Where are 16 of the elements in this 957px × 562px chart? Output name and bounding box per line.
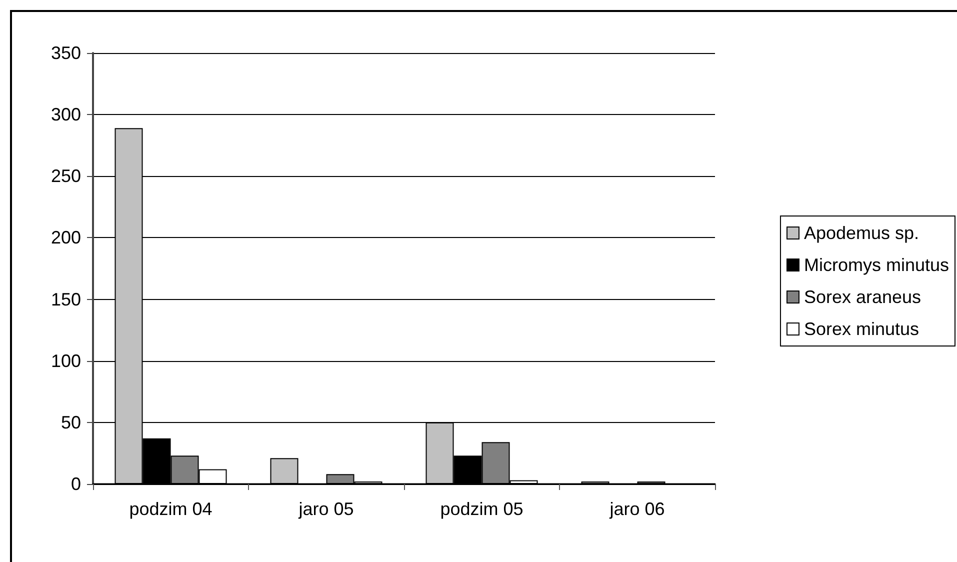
x-tick-label: podzim 05 [440, 499, 524, 519]
y-tick-label: 150 [50, 289, 81, 310]
x-tick-label: jaro 05 [298, 499, 354, 519]
legend-label: Apodemus sp. [804, 223, 920, 243]
y-tick-label: 50 [60, 412, 81, 432]
legend-label: Sorex araneus [804, 287, 922, 307]
y-tick-label: 0 [70, 474, 81, 494]
x-tick-label: jaro 06 [608, 499, 665, 519]
y-tick-label: 250 [50, 166, 81, 186]
y-tick-label: 300 [50, 104, 81, 125]
y-tick-label: 200 [50, 228, 81, 248]
x-tick-label: podzim 04 [129, 499, 212, 519]
legend-label: Micromys minutus [804, 255, 950, 275]
y-tick-label: 100 [50, 350, 81, 371]
y-tick-label: 350 [50, 43, 81, 63]
legend-label: Sorex minutus [804, 319, 920, 339]
